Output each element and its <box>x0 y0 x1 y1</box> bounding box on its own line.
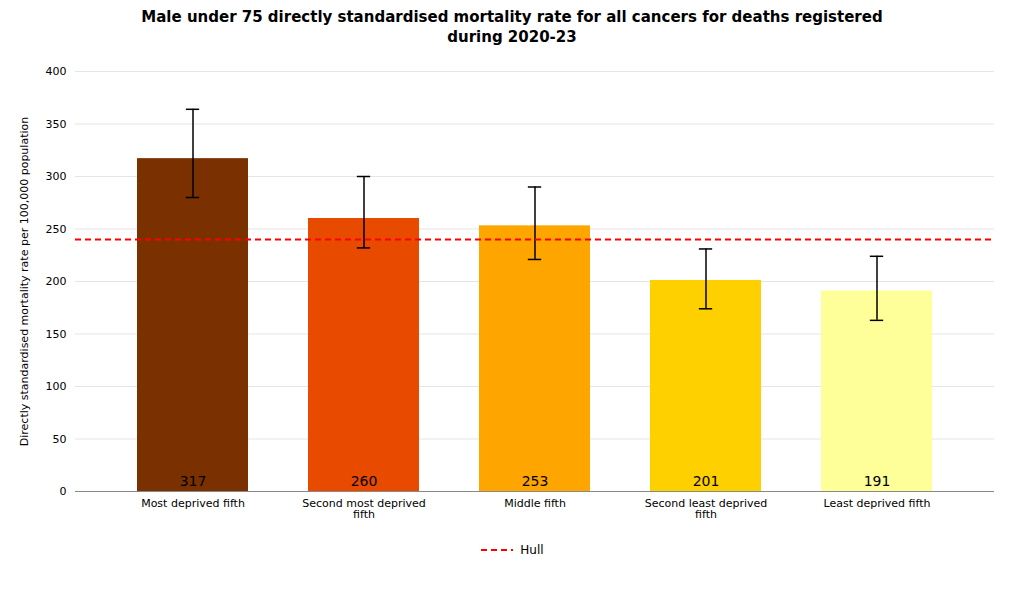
svg-text:100: 100 <box>46 380 67 393</box>
svg-text:250: 250 <box>46 223 67 236</box>
svg-text:50: 50 <box>53 433 67 446</box>
svg-text:300: 300 <box>46 170 67 183</box>
svg-text:317: 317 <box>180 473 207 489</box>
svg-text:Middle fifth: Middle fifth <box>504 497 566 510</box>
svg-text:Second least deprivedfifth: Second least deprivedfifth <box>645 497 768 521</box>
svg-text:0: 0 <box>60 485 67 498</box>
svg-text:150: 150 <box>46 328 67 341</box>
svg-text:200: 200 <box>46 275 67 288</box>
svg-text:191: 191 <box>864 473 891 489</box>
svg-text:253: 253 <box>522 473 549 489</box>
svg-text:Least deprived fifth: Least deprived fifth <box>824 497 931 510</box>
svg-text:260: 260 <box>351 473 378 489</box>
svg-text:400: 400 <box>46 65 67 78</box>
svg-text:Most deprived fifth: Most deprived fifth <box>141 497 245 510</box>
svg-text:201: 201 <box>693 473 720 489</box>
html-text:Male under 75 directly standar: Male under 75 directly standardised mort… <box>141 8 883 46</box>
svg-text:Directly standardised mortalit: Directly standardised mortality rate per… <box>18 117 31 446</box>
html-text:Hull: Hull <box>520 543 544 557</box>
svg-text:Second most deprivedfifth: Second most deprivedfifth <box>302 497 426 521</box>
svg-text:350: 350 <box>46 118 67 131</box>
